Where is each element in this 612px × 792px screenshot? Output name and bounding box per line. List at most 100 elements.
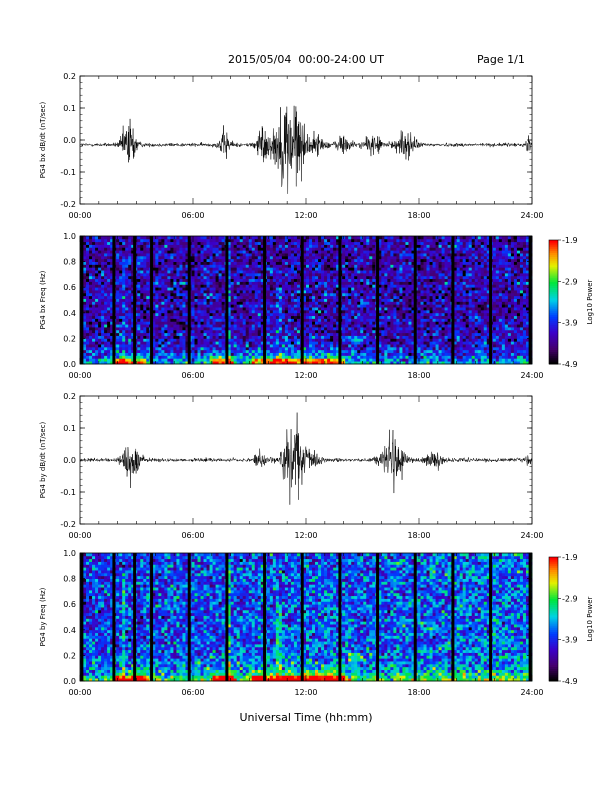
spectrogram-cell	[294, 290, 297, 293]
spectrogram-cell	[101, 247, 104, 250]
spectrogram-cell	[95, 293, 98, 296]
spectrogram-cell	[318, 262, 321, 265]
spectrogram-cell	[143, 245, 146, 248]
spectrogram-cell	[201, 282, 204, 285]
spectrogram-cell	[324, 279, 327, 282]
spectrogram-cell	[104, 299, 107, 302]
spectrogram-cell	[282, 327, 285, 330]
spectrogram-cell	[288, 270, 291, 273]
spectrogram-cell	[122, 279, 125, 282]
spectrogram-cell	[237, 310, 240, 313]
spectrogram-cell	[207, 253, 210, 256]
spectrogram-cell	[137, 347, 140, 350]
spectrogram-cell	[191, 279, 194, 282]
spectrogram-cell	[231, 239, 234, 242]
spectrogram-cell	[231, 256, 234, 259]
spectrogram-cell	[179, 341, 182, 344]
spectrogram-cell	[101, 250, 104, 253]
spectrogram-cell	[213, 316, 216, 319]
spectrogram-cell	[222, 245, 225, 248]
spectrogram-cell	[179, 273, 182, 276]
spectrogram-cell	[306, 256, 309, 259]
spectrogram-cell	[234, 242, 237, 245]
spectrogram-cell	[173, 304, 176, 307]
spectrogram-cell	[240, 304, 243, 307]
spectrogram-cell	[89, 321, 92, 324]
spectrogram-cell	[191, 276, 194, 279]
spectrogram-cell	[306, 296, 309, 299]
spectrogram-cell	[83, 273, 86, 276]
spectrogram-cell	[249, 242, 252, 245]
spectrogram-cell	[89, 239, 92, 242]
spectrogram-cell	[104, 264, 107, 267]
spectrogram-cell	[222, 327, 225, 330]
spectrogram-cell	[182, 310, 185, 313]
spectrogram-cell	[101, 273, 104, 276]
y-tick-label: 0.1	[63, 104, 76, 113]
spectrogram-cell	[119, 336, 122, 339]
spectrogram-cell	[222, 304, 225, 307]
spectrogram-cell	[116, 304, 119, 307]
spectrogram-cell	[140, 290, 143, 293]
spectrogram-cell	[237, 296, 240, 299]
spectrogram-cell	[164, 341, 167, 344]
spectrogram-cell	[279, 247, 282, 250]
spectrogram-cell	[216, 338, 219, 341]
spectrogram-cell	[89, 242, 92, 245]
spectrogram-cell	[276, 276, 279, 279]
spectrogram-cell	[164, 256, 167, 259]
spectrogram-cell	[309, 247, 312, 250]
spectrogram-cell	[146, 296, 149, 299]
spectrogram-cell	[191, 313, 194, 316]
spectrogram-cell	[240, 245, 243, 248]
spectrogram-cell	[182, 313, 185, 316]
spectrogram-cell	[270, 299, 273, 302]
spectrogram-cell	[210, 324, 213, 327]
spectrogram-cell	[146, 247, 149, 250]
spectrogram-cell	[309, 245, 312, 248]
spectrogram-cell	[231, 279, 234, 282]
spectrogram-cell	[285, 264, 288, 267]
spectrogram-cell	[107, 284, 110, 287]
spectrogram-cell	[137, 313, 140, 316]
spectrogram-cell	[143, 282, 146, 285]
spectrogram-cell	[312, 247, 315, 250]
spectrogram-cell	[125, 282, 128, 285]
spectrogram-cell	[294, 313, 297, 316]
spectrogram-cell	[204, 299, 207, 302]
spectrogram-cell	[252, 236, 255, 239]
spectrogram-cell	[258, 310, 261, 313]
spectrogram-cell	[318, 247, 321, 250]
spectrogram-cell	[195, 327, 198, 330]
spectrogram-cell	[306, 239, 309, 242]
spectrogram-cell	[119, 313, 122, 316]
spectrogram-cell	[122, 344, 125, 347]
spectrogram-cell	[288, 336, 291, 339]
spectrogram-cell	[309, 301, 312, 304]
spectrogram-cell	[222, 279, 225, 282]
spectrogram-cell	[213, 267, 216, 270]
spectrogram-cell	[252, 338, 255, 341]
spectrogram-cell	[158, 358, 161, 361]
spectrogram-cell	[234, 245, 237, 248]
spectrogram-cell	[309, 290, 312, 293]
spectrogram-cell	[243, 316, 246, 319]
spectrogram-cell	[170, 253, 173, 256]
spectrogram-cell	[297, 341, 300, 344]
spectrogram-cell	[98, 310, 101, 313]
spectrogram-cell	[128, 279, 131, 282]
spectrogram-cell	[173, 267, 176, 270]
spectrogram-cell	[161, 333, 164, 336]
spectrogram-cell	[143, 355, 146, 358]
spectrogram-cell	[240, 262, 243, 265]
spectrogram-cell	[161, 336, 164, 339]
spectrogram-cell	[252, 299, 255, 302]
spectrogram-cell	[182, 316, 185, 319]
spectrogram-cell	[179, 242, 182, 245]
spectrogram-cell	[255, 290, 258, 293]
spectrogram-cell	[207, 333, 210, 336]
spectrogram-cell	[195, 245, 198, 248]
spectrogram-cell	[243, 336, 246, 339]
spectrogram-cell	[143, 253, 146, 256]
spectrogram-cell	[161, 310, 164, 313]
